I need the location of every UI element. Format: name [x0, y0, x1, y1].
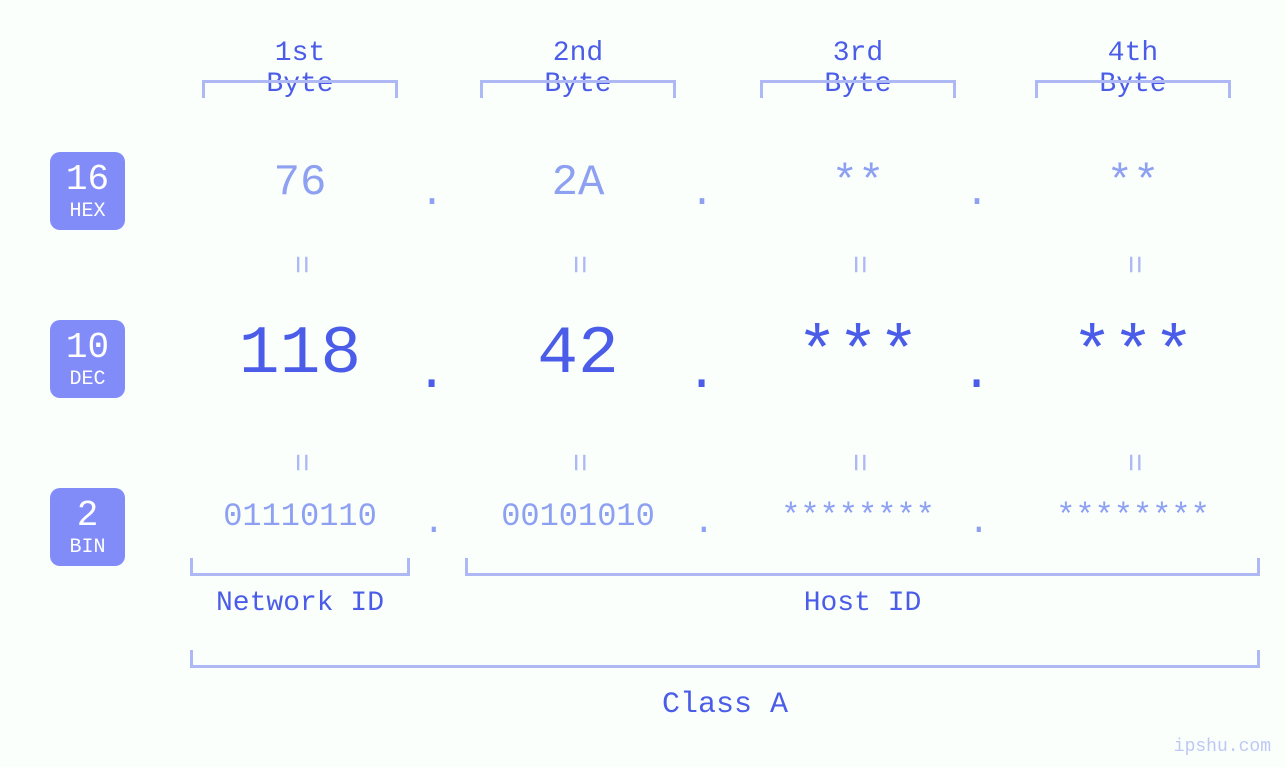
- hex-dot-3: .: [965, 172, 985, 217]
- network-id-label: Network ID: [190, 588, 410, 619]
- dec-dot-2: .: [686, 344, 714, 403]
- bin-byte-4: ********: [1018, 498, 1248, 535]
- top-bracket-1: [202, 80, 398, 98]
- hex-dot-2: .: [690, 172, 710, 217]
- hex-byte-2: 2A: [518, 158, 638, 208]
- dec-dot-3: .: [961, 344, 989, 403]
- badge-abbr-hex: HEX: [69, 200, 105, 224]
- base-badge-dec: 10 DEC: [50, 320, 125, 398]
- badge-num-dec: 10: [66, 330, 109, 366]
- eq-dec-bin-4: =: [1115, 453, 1152, 473]
- badge-abbr-dec: DEC: [69, 368, 105, 392]
- dec-byte-3: ***: [758, 316, 958, 393]
- dec-byte-1: 118: [200, 316, 400, 393]
- bin-byte-3: ********: [743, 498, 973, 535]
- watermark: ipshu.com: [1174, 737, 1271, 757]
- bin-dot-3: .: [968, 502, 982, 543]
- bin-byte-2: 00101010: [463, 498, 693, 535]
- host-id-label: Host ID: [465, 588, 1260, 619]
- badge-num-bin: 2: [77, 498, 99, 534]
- top-bracket-4: [1035, 80, 1231, 98]
- hex-byte-4: **: [1073, 158, 1193, 208]
- dec-byte-4: ***: [1033, 316, 1233, 393]
- top-bracket-3: [760, 80, 956, 98]
- hex-dot-1: .: [420, 172, 440, 217]
- class-label: Class A: [190, 688, 1260, 722]
- eq-hex-dec-1: =: [282, 255, 319, 275]
- base-badge-hex: 16 HEX: [50, 152, 125, 230]
- eq-dec-bin-1: =: [282, 453, 319, 473]
- bin-dot-1: .: [423, 502, 437, 543]
- dec-byte-2: 42: [478, 316, 678, 393]
- eq-hex-dec-2: =: [560, 255, 597, 275]
- network-id-bracket: [190, 558, 410, 576]
- bin-byte-1: 01110110: [185, 498, 415, 535]
- top-bracket-2: [480, 80, 676, 98]
- badge-num-hex: 16: [66, 162, 109, 198]
- hex-byte-3: **: [798, 158, 918, 208]
- class-bracket: [190, 650, 1260, 668]
- eq-dec-bin-3: =: [840, 453, 877, 473]
- hex-byte-1: 76: [240, 158, 360, 208]
- badge-abbr-bin: BIN: [69, 536, 105, 560]
- dec-dot-1: .: [416, 344, 444, 403]
- eq-dec-bin-2: =: [560, 453, 597, 473]
- eq-hex-dec-4: =: [1115, 255, 1152, 275]
- eq-hex-dec-3: =: [840, 255, 877, 275]
- host-id-bracket: [465, 558, 1260, 576]
- ip-diagram: 1st Byte 2nd Byte 3rd Byte 4th Byte 16 H…: [0, 0, 1285, 767]
- base-badge-bin: 2 BIN: [50, 488, 125, 566]
- bin-dot-2: .: [693, 502, 707, 543]
